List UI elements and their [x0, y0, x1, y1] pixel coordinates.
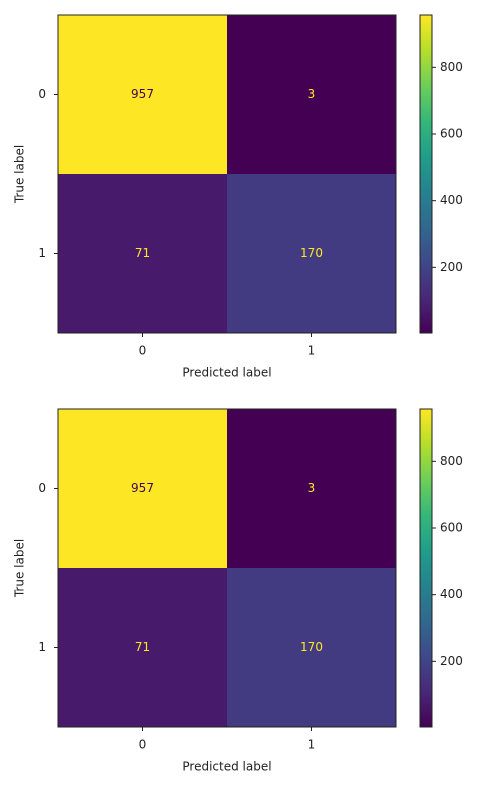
confusion-matrix: 957 3 71 170 0 1 0 1 Predicted label True label 20… [13, 408, 463, 774]
x-tick-label: 0 [139, 344, 147, 358]
cell [58, 174, 227, 333]
colorbar [419, 408, 433, 728]
colorbar-tick-label: 600 [440, 521, 463, 535]
x-tick-label: 1 [308, 344, 316, 358]
cell-label: 3 [308, 87, 316, 101]
cell-label: 957 [131, 481, 154, 495]
x-tick-label: 0 [139, 738, 147, 752]
colorbar [419, 14, 433, 334]
cell-label: 71 [135, 246, 150, 260]
x-axis-label: Predicted label [182, 760, 271, 774]
cell [227, 15, 396, 174]
y-tick-label: 1 [38, 246, 46, 260]
cell-label: 170 [300, 640, 323, 654]
y-tick-label: 0 [38, 87, 46, 101]
colorbar-tick-label: 400 [440, 587, 463, 601]
colorbar-tick-label: 200 [440, 654, 463, 668]
confusion-matrix: 957 3 71 170 0 1 0 1 Predicted label True label 20… [13, 14, 463, 380]
cell [227, 568, 396, 727]
plot-frame [57, 14, 397, 334]
colorbar-tick-label: 200 [440, 260, 463, 274]
colorbar-tick-label: 800 [440, 60, 463, 74]
cell-label: 3 [308, 481, 316, 495]
cell-label: 170 [300, 246, 323, 260]
y-axis-label: True label [13, 145, 27, 204]
y-axis-label: True label [13, 539, 27, 598]
cell-label: 957 [131, 87, 154, 101]
x-axis-label: Predicted label [182, 366, 271, 380]
y-tick-label: 0 [38, 481, 46, 495]
cell [58, 15, 227, 174]
x-tick-label: 1 [308, 738, 316, 752]
cell [58, 409, 227, 568]
cell [227, 174, 396, 333]
colorbar-tick-label: 400 [440, 193, 463, 207]
colorbar-tick-label: 600 [440, 127, 463, 141]
cell-label: 71 [135, 640, 150, 654]
plot-frame [57, 408, 397, 728]
cell [58, 568, 227, 727]
colorbar-tick-label: 800 [440, 454, 463, 468]
cell [227, 409, 396, 568]
y-tick-label: 1 [38, 640, 46, 654]
